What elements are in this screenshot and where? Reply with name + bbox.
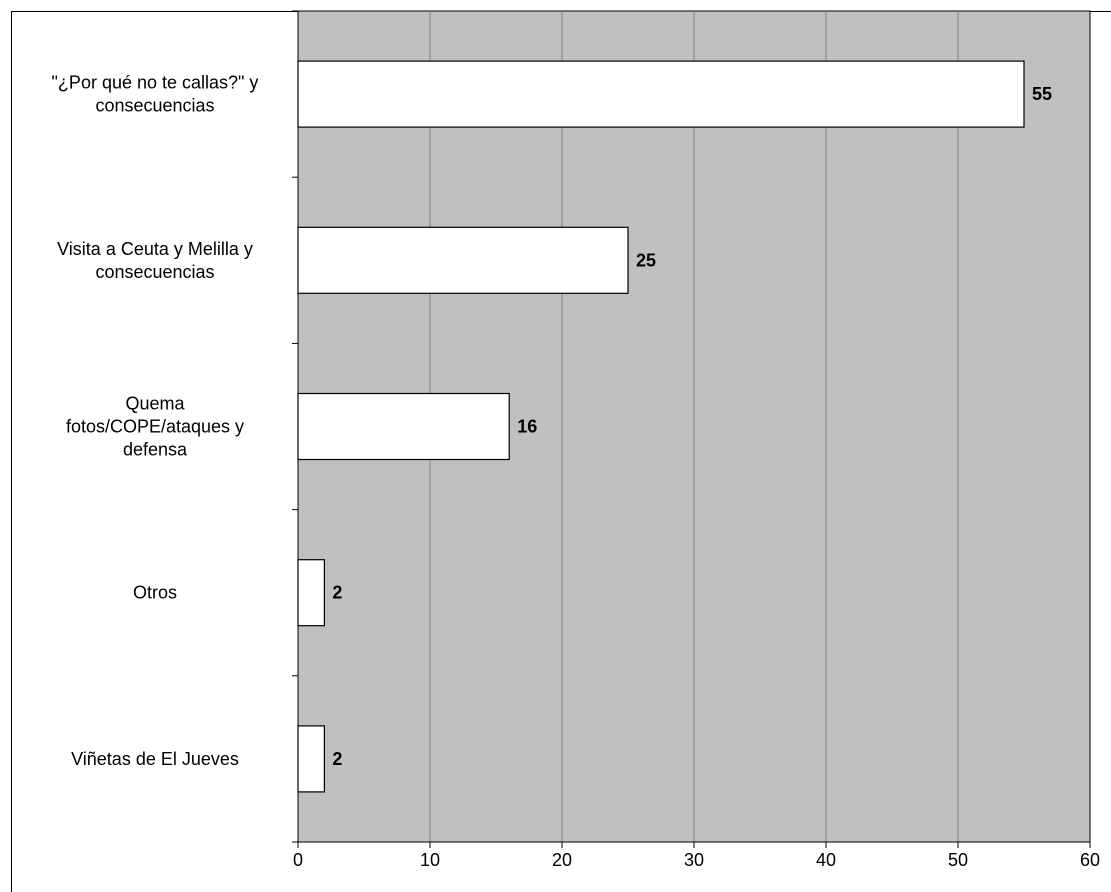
- category-label: Otros: [133, 583, 177, 603]
- data-label: 55: [1032, 84, 1052, 104]
- x-tick-label: 30: [684, 850, 704, 870]
- bar: [297, 725, 325, 793]
- x-tick-label: 40: [816, 850, 836, 870]
- category-label-line: Visita a Ceuta y Melilla y: [57, 239, 253, 259]
- data-label: 2: [332, 749, 342, 769]
- category-label-line: Otros: [133, 583, 177, 603]
- x-tick-label: 20: [552, 850, 572, 870]
- bar: [297, 559, 325, 627]
- category-label-line: consecuencias: [95, 262, 214, 282]
- bar: [297, 226, 629, 294]
- data-label: 2: [332, 583, 342, 603]
- x-tick-label: 10: [420, 850, 440, 870]
- category-label: Quema fotos/COPE/ataques y defensa: [66, 394, 244, 460]
- category-label: "¿Por qué no te callas?" y consecuencias: [52, 73, 259, 116]
- data-label: 25: [636, 250, 656, 270]
- category-label: Visita a Ceuta y Melilla y consecuencias: [57, 239, 253, 282]
- x-tick-label: 50: [948, 850, 968, 870]
- category-label-line: fotos/COPE/ataques y: [66, 417, 244, 437]
- category-label-line: Quema: [125, 394, 185, 414]
- data-label: 16: [517, 417, 537, 437]
- bar: [297, 60, 1025, 128]
- bar: [297, 392, 510, 461]
- category-label-line: Viñetas de El Jueves: [71, 749, 239, 769]
- category-label-line: "¿Por qué no te callas?" y: [52, 73, 259, 93]
- category-label-line: defensa: [123, 440, 188, 460]
- category-label: Viñetas de El Jueves: [71, 749, 239, 769]
- x-tick-label: 60: [1080, 850, 1100, 870]
- category-label-line: consecuencias: [95, 96, 214, 116]
- x-tick-label: 0: [293, 850, 303, 870]
